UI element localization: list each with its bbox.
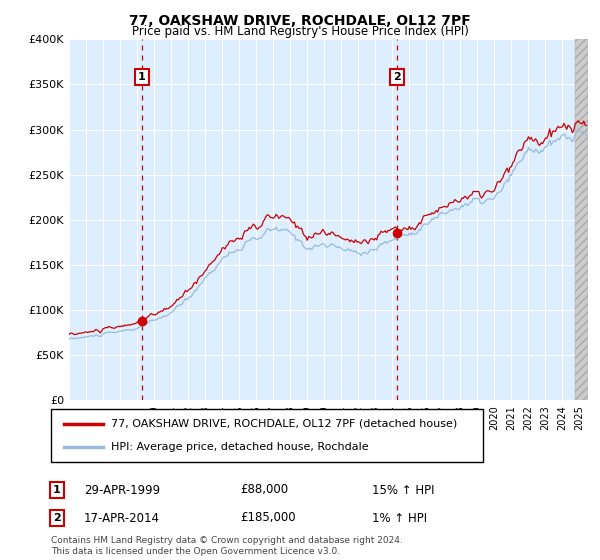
- FancyBboxPatch shape: [51, 409, 483, 462]
- Text: HPI: Average price, detached house, Rochdale: HPI: Average price, detached house, Roch…: [112, 442, 369, 452]
- Bar: [69, 39, 575, 400]
- Text: 2: 2: [394, 72, 401, 82]
- Text: 1: 1: [53, 485, 61, 495]
- Text: Price paid vs. HM Land Registry's House Price Index (HPI): Price paid vs. HM Land Registry's House …: [131, 25, 469, 38]
- Text: 2: 2: [53, 513, 61, 523]
- Text: 77, OAKSHAW DRIVE, ROCHDALE, OL12 7PF (detached house): 77, OAKSHAW DRIVE, ROCHDALE, OL12 7PF (d…: [112, 419, 458, 429]
- Text: Contains HM Land Registry data © Crown copyright and database right 2024.
This d: Contains HM Land Registry data © Crown c…: [51, 536, 403, 556]
- Text: £185,000: £185,000: [240, 511, 296, 525]
- Text: 1% ↑ HPI: 1% ↑ HPI: [372, 511, 427, 525]
- Bar: [575, 39, 588, 400]
- Text: 1: 1: [138, 72, 146, 82]
- Text: 17-APR-2014: 17-APR-2014: [84, 511, 160, 525]
- Text: £88,000: £88,000: [240, 483, 288, 497]
- Text: 29-APR-1999: 29-APR-1999: [84, 483, 160, 497]
- Text: 15% ↑ HPI: 15% ↑ HPI: [372, 483, 434, 497]
- Text: 77, OAKSHAW DRIVE, ROCHDALE, OL12 7PF: 77, OAKSHAW DRIVE, ROCHDALE, OL12 7PF: [129, 14, 471, 28]
